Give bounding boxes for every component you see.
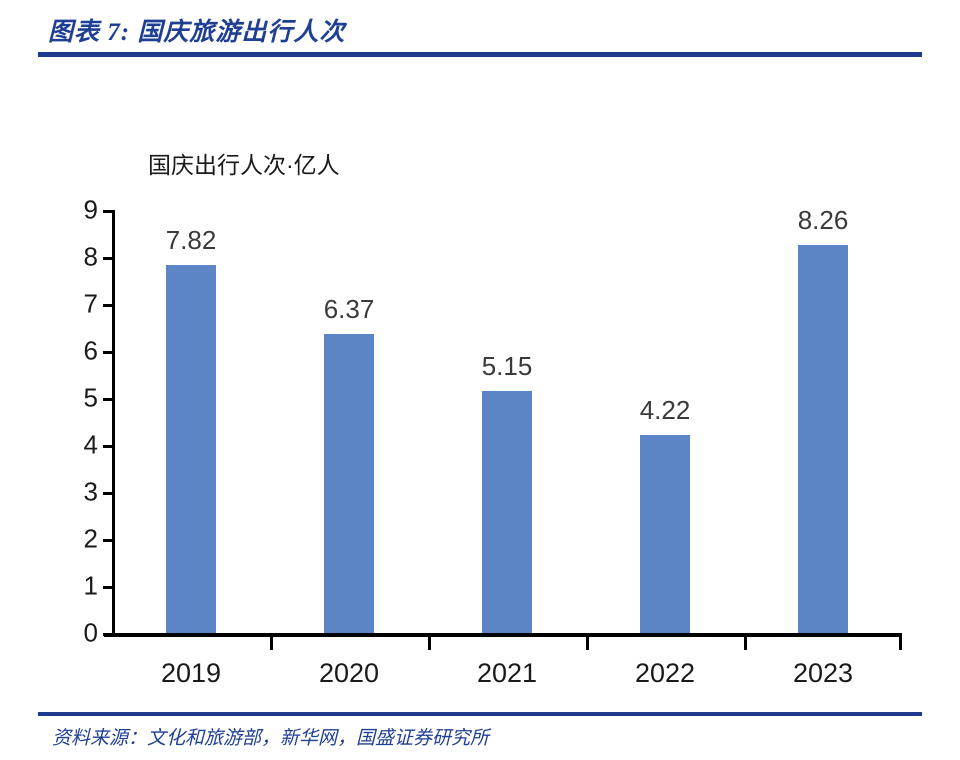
x-tick-mark [899,637,902,650]
y-tick-mark [103,398,112,401]
x-axis-category-label: 2019 [160,658,222,688]
x-axis-category-label: 2023 [792,658,854,688]
y-tick-mark [103,257,112,260]
bar-value-label: 8.26 [797,204,849,235]
figure-header: 图表 7: 国庆旅游出行人次 [0,0,960,58]
bar[interactable] [324,333,374,633]
bar-chart: 国庆出行人次·亿人 0 1 2 3 4 5 6 7 8 9 7.82 6.37 5.15 4.22 8.2… [0,58,960,712]
page-title: 图表 7: 国庆旅游出行人次 [48,19,346,46]
y-tick-label: 5 [83,382,98,413]
x-axis-category-label: 2022 [634,658,696,688]
y-tick-mark [103,492,112,495]
bar-value-label: 5.15 [481,350,533,381]
bar-value-label: 7.82 [165,225,217,256]
x-axis-category-label: 2020 [318,658,380,688]
y-tick-label: 2 [83,523,98,554]
y-axis-line [112,210,115,633]
y-tick-mark [103,304,112,307]
plot-area: 0 1 2 3 4 5 6 7 8 9 7.82 6.37 5.15 4.22 8.26 2019 2020… [84,196,902,688]
y-tick-label: 0 [83,617,98,648]
header-divider [38,52,922,57]
y-tick-mark [103,351,112,354]
x-tick-mark [586,637,589,650]
y-tick-mark [103,210,112,213]
bar[interactable] [798,244,848,633]
bar-value-label: 6.37 [323,293,375,324]
y-tick-mark [103,445,112,448]
y-tick-label: 6 [83,335,98,366]
footer-divider [38,712,922,716]
y-tick-mark [103,633,112,636]
y-tick-label: 1 [83,570,98,601]
bar[interactable] [166,265,216,633]
y-tick-label: 8 [83,241,98,272]
x-axis-category-label: 2021 [476,658,538,688]
x-axis-line [104,633,902,637]
y-tick-label: 4 [83,429,98,460]
x-tick-mark [428,637,431,650]
bar-value-label: 4.22 [639,394,691,425]
y-tick-mark [103,586,112,589]
bar[interactable] [482,390,532,633]
x-tick-mark [270,637,273,650]
source-note: 资料来源：文化和旅游部，新华网，国盛证券研究所 [52,728,490,749]
y-tick-label: 7 [83,288,98,319]
y-tick-label: 9 [83,194,98,225]
chart-axis-title: 国庆出行人次·亿人 [148,152,340,178]
y-tick-mark [103,539,112,542]
bar[interactable] [640,434,690,633]
y-tick-label: 3 [83,476,98,507]
x-tick-mark [744,637,747,650]
